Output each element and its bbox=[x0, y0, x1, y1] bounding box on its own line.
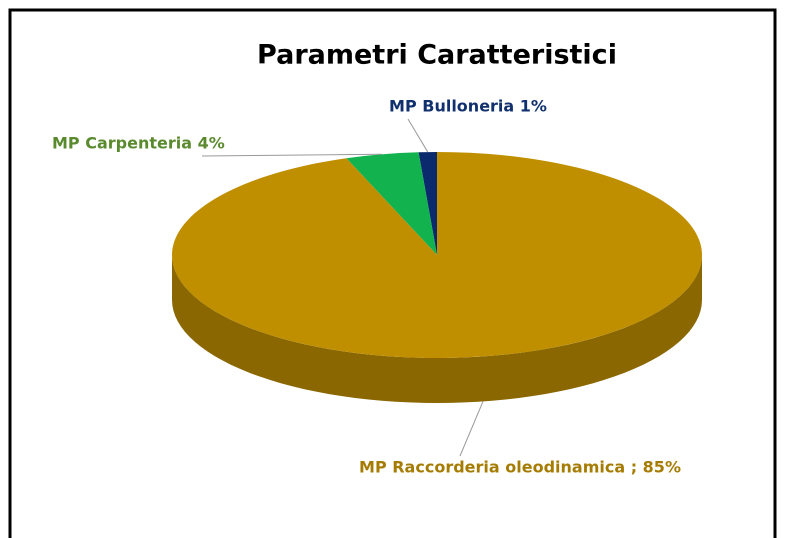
leader-line bbox=[407, 118, 429, 153]
data-label: MP Bulloneria 1% bbox=[389, 97, 547, 116]
slice-side bbox=[172, 255, 702, 403]
data-label: MP Carpenteria 4% bbox=[52, 134, 225, 153]
data-label: MP Raccorderia oleodinamica ; 85% bbox=[359, 458, 681, 477]
slice bbox=[418, 152, 437, 255]
leader-line bbox=[459, 401, 484, 457]
slice bbox=[172, 152, 703, 358]
leader-line bbox=[201, 153, 382, 157]
chart-title: Parametri Caratteristici bbox=[257, 40, 617, 71]
slice bbox=[346, 152, 437, 255]
